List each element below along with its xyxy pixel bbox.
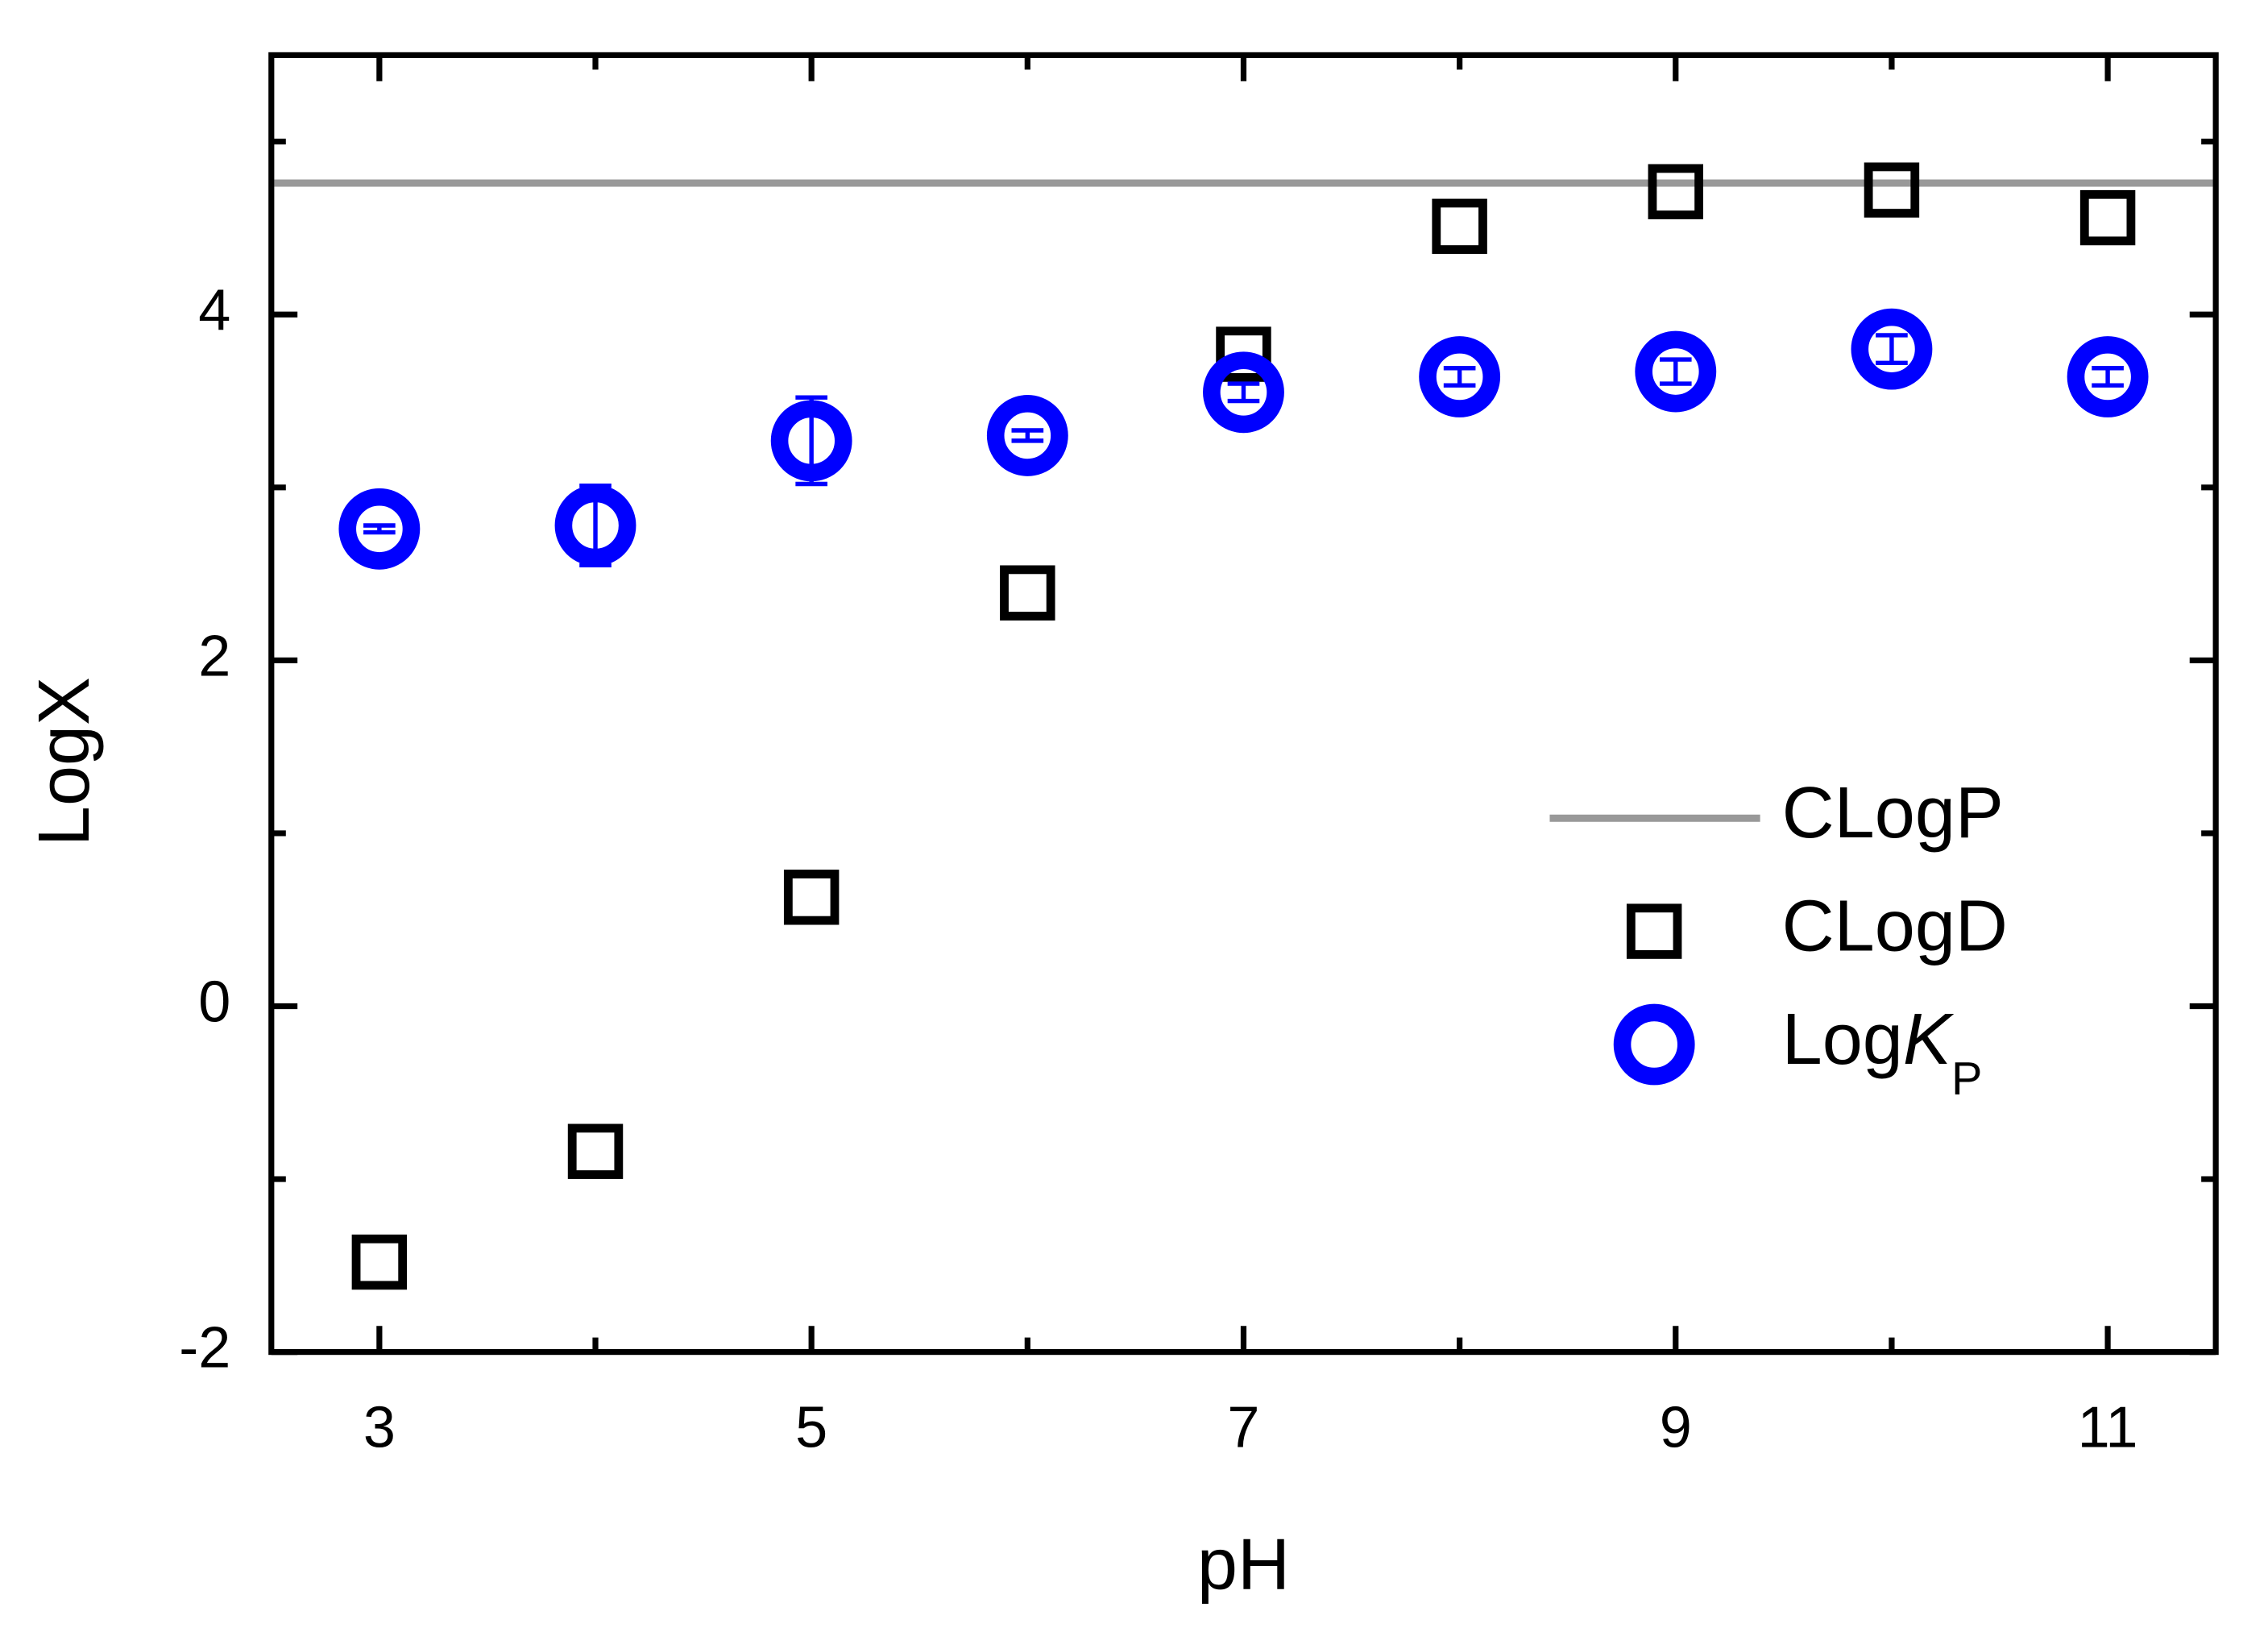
circle-marker (770, 400, 852, 482)
circle-marker (1203, 351, 1284, 434)
error-bar (1443, 366, 1476, 388)
x-tick-label: 7 (1227, 1396, 1259, 1460)
legend-label: CLogP (1782, 773, 2004, 853)
error-bar (1227, 381, 1260, 404)
square-marker (1216, 326, 1271, 382)
error-bar (363, 523, 396, 535)
circle-marker (1635, 330, 1717, 413)
plot-frame (268, 52, 2219, 1356)
y-tick-label: -2 (179, 1316, 230, 1381)
legend-square (1626, 903, 1682, 959)
error-bar (1659, 357, 1692, 386)
y-tick-label: 0 (198, 970, 230, 1035)
square-marker (1432, 198, 1487, 255)
x-tick-label: 3 (363, 1396, 396, 1460)
legend-label: LogKP (1782, 999, 1983, 1105)
circle-marker (338, 488, 421, 570)
square-marker (1648, 164, 1704, 220)
circle-marker (986, 395, 1068, 476)
square-marker (1864, 162, 1920, 218)
square-marker (1000, 565, 1055, 621)
square-marker (567, 1123, 624, 1179)
y-axis-label: LogX (24, 677, 105, 846)
x-tick-label: 11 (2078, 1396, 2138, 1460)
x-tick-label: 5 (795, 1396, 827, 1460)
error-bar (1876, 333, 1908, 366)
square-marker (2079, 189, 2136, 246)
error-bar (2092, 366, 2124, 388)
y-tick-label: 4 (198, 278, 230, 343)
circle-marker (1851, 308, 1933, 390)
square-marker (351, 1234, 408, 1290)
circle-marker (1419, 336, 1501, 417)
circle-marker (554, 484, 636, 567)
legend-label: CLogD (1782, 886, 2008, 966)
x-tick-label: 9 (1660, 1396, 1692, 1460)
circle-marker (2067, 336, 2149, 417)
error-bar (1011, 428, 1044, 443)
legend-circle (1613, 1003, 1695, 1086)
square-marker (783, 870, 840, 925)
y-tick-label: 2 (198, 624, 230, 688)
x-axis-label: pH (1197, 1524, 1290, 1605)
